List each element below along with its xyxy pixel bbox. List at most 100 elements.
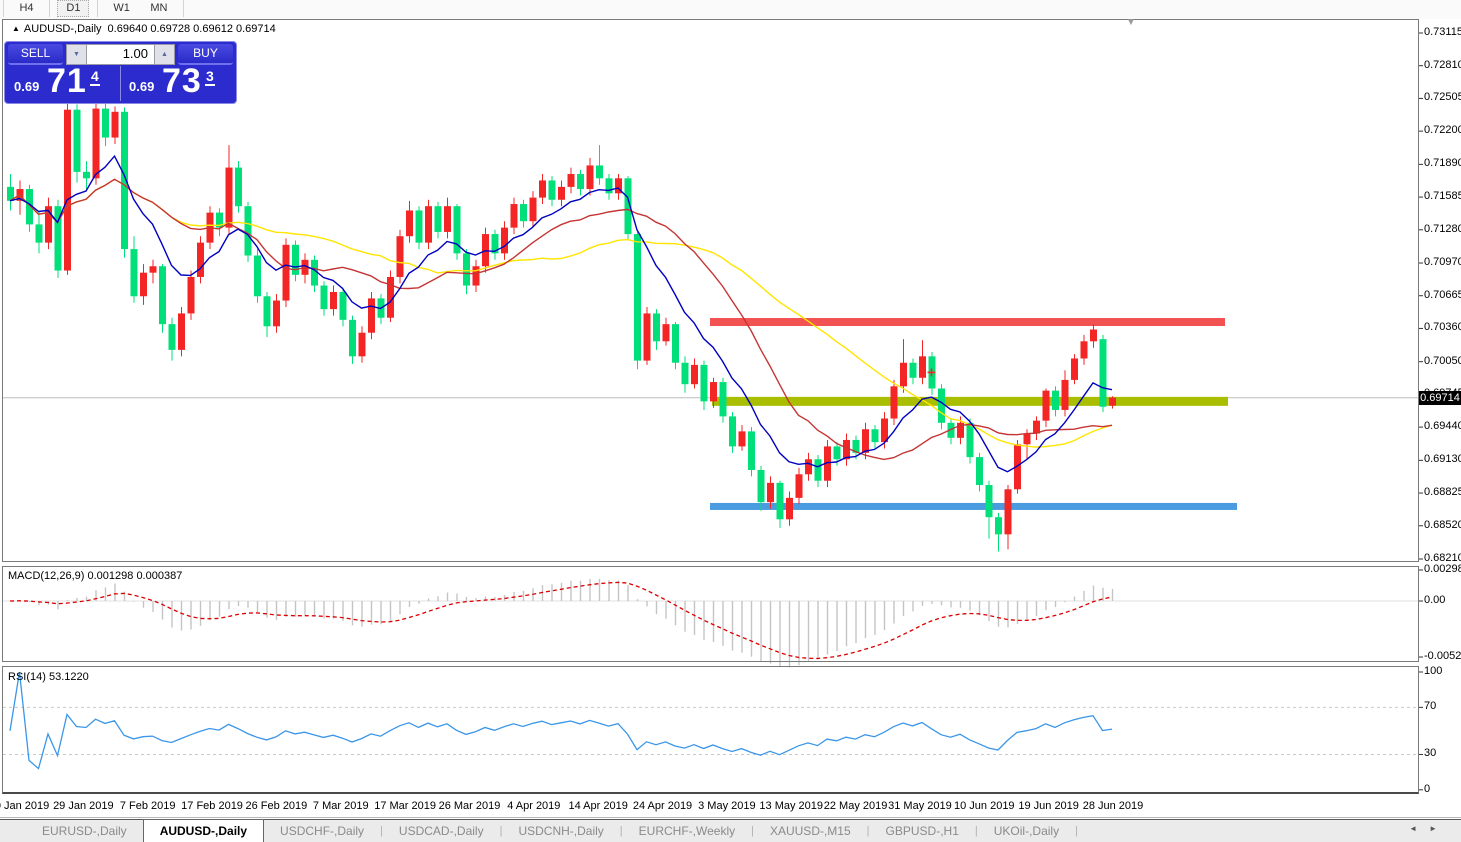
tab-separator: | <box>499 825 503 837</box>
price-axis-label: 0.72810 <box>1424 58 1461 71</box>
symbol-ohlc-values: 0.69640 0.69728 0.69612 0.69714 <box>107 23 276 35</box>
timeframe-d1-button[interactable]: D1 <box>57 0 90 17</box>
tab-scroll-left-icon[interactable]: ◄ <box>1409 824 1430 833</box>
symbol-marker-icon: ▲ <box>12 24 20 33</box>
date-axis-label: 29 Jan 2019 <box>53 800 114 812</box>
buy-price-display[interactable]: 0.69 73 3 <box>121 62 235 101</box>
price-axis-label: 0.71585 <box>1424 190 1461 203</box>
price-axis-label: 0.68210 <box>1424 551 1461 564</box>
macd-axis-label: -0.005256 <box>1424 650 1461 662</box>
macd-name: MACD(12,26,9) <box>8 570 85 582</box>
rsi-axis-label: 70 <box>1424 700 1437 713</box>
date-axis-label: 26 Feb 2019 <box>245 800 308 812</box>
price-axis-label: 0.68520 <box>1424 518 1461 531</box>
rsi-axis-label: 30 <box>1424 747 1437 760</box>
price-axis-label: 0.72505 <box>1424 91 1461 104</box>
volume-spinner: ▼ 1.00 ▲ <box>66 44 175 65</box>
date-axis-label: 24 Apr 2019 <box>632 800 693 812</box>
volume-increase-button[interactable]: ▲ <box>155 45 174 64</box>
price-axis-label: 0.70970 <box>1424 256 1461 269</box>
tab-separator: | <box>1075 825 1078 837</box>
chart-tab-eurchf-weekly[interactable]: EURCHF-,Weekly <box>638 824 736 838</box>
chart-tab-eurusd-daily[interactable]: EURUSD-,Daily <box>42 824 127 838</box>
date-axis-label: 14 Apr 2019 <box>568 800 628 812</box>
toolbar-separator <box>48 0 50 17</box>
buy-price-pip-digit: 3 <box>205 68 215 86</box>
sell-price-pip-digit: 4 <box>90 68 100 86</box>
buy-price-prefix: 0.69 <box>129 79 155 94</box>
price-chart-canvas[interactable] <box>0 0 1461 800</box>
date-axis-label: 10 Jun 2019 <box>954 800 1015 812</box>
sell-button[interactable]: SELL <box>8 44 63 65</box>
buy-price-big-digits: 73 <box>162 62 202 100</box>
macd-axis-label: 0.002984 <box>1424 563 1461 575</box>
chart-tab-audusd-daily[interactable]: AUDUSD-,Daily <box>142 819 265 842</box>
chart-tab-ukoil-daily[interactable]: UKOil-,Daily <box>993 824 1060 838</box>
rsi-label: RSI(14) 53.1220 <box>8 671 89 683</box>
rsi-name: RSI(14) <box>8 671 46 683</box>
date-axis-label: 22 May 2019 <box>823 800 888 812</box>
trade-panel-top-row: SELL ▼ 1.00 ▲ BUY <box>5 42 236 65</box>
chart-tab-xauusd-m15[interactable]: XAUUSD-,M15 <box>769 824 851 838</box>
date-axis-label: 26 Mar 2019 <box>438 800 501 812</box>
macd-axis-label: 0.00 <box>1424 594 1446 606</box>
tab-scroll-arrows[interactable]: ◄► <box>1409 824 1449 833</box>
volume-input[interactable]: 1.00 <box>86 45 155 64</box>
tab-separator: | <box>866 825 870 837</box>
price-axis-label: 0.69130 <box>1424 453 1461 466</box>
rsi-axis-label: 0 <box>1424 782 1431 795</box>
date-axis-label: 31 May 2019 <box>888 800 952 812</box>
timeframe-w1-button[interactable]: W1 <box>113 2 130 14</box>
price-axis-label: 0.71280 <box>1424 222 1461 235</box>
chart-tab-bar: EURUSD-,Daily AUDUSD-,Daily USDCHF-,Daily |… <box>0 819 1461 842</box>
date-axis-label: 13 May 2019 <box>759 800 824 812</box>
price-axis-label: 0.69440 <box>1424 420 1461 433</box>
toolbar-separator <box>3 0 4 17</box>
price-axis-label: 0.70360 <box>1424 321 1461 334</box>
chart-tab-gbpusd-h1[interactable]: GBPUSD-,H1 <box>885 824 959 838</box>
sell-price-big-digits: 71 <box>47 62 87 100</box>
tab-separator: | <box>974 825 978 837</box>
price-axis-label: 0.70665 <box>1424 288 1461 301</box>
toolbar-separator <box>96 0 98 17</box>
sell-price-prefix: 0.69 <box>14 79 40 94</box>
price-axis-label: 0.68825 <box>1424 486 1461 499</box>
date-axis-label: 7 Feb 2019 <box>119 800 176 812</box>
sell-price-display[interactable]: 0.69 71 4 <box>6 62 121 101</box>
price-axis-label: 0.71890 <box>1424 157 1461 170</box>
volume-decrease-button[interactable]: ▼ <box>67 45 86 64</box>
macd-label: MACD(12,26,9) 0.001298 0.000387 <box>8 570 182 582</box>
symbol-info-line: ▲ AUDUSD-,Daily 0.69640 0.69728 0.69612 0.… <box>12 23 276 35</box>
macd-main-value: 0.001298 <box>87 570 134 582</box>
date-axis-label: 19 Jun 2019 <box>1018 800 1079 812</box>
timeframe-mn-button[interactable]: MN <box>150 2 168 14</box>
date-axis-label: 17 Feb 2019 <box>181 800 243 812</box>
date-axis-label: 3 May 2019 <box>698 800 756 812</box>
price-axis-label: 0.72200 <box>1424 124 1461 137</box>
date-axis-label: 28 Jun 2019 <box>1082 800 1144 812</box>
tab-separator: | <box>751 825 754 837</box>
chart-tab-usdchf-daily[interactable]: USDCHF-,Daily <box>280 824 365 838</box>
date-axis-label: 7 Mar 2019 <box>312 800 369 812</box>
chart-tab-usdcad-daily[interactable]: USDCAD-,Daily <box>398 824 484 838</box>
price-axis-label: 0.73115 <box>1424 26 1461 38</box>
current-price-tag: 0.69714 <box>1419 390 1461 405</box>
one-click-trading-panel: SELL ▼ 1.00 ▲ BUY 0.69 71 4 0.69 73 3 <box>4 41 237 104</box>
status-divider <box>0 817 1461 818</box>
date-axis-label: 4 Apr 2019 <box>507 800 561 812</box>
chart-tab-usdcnh-daily[interactable]: USDCNH-,Daily <box>518 824 604 838</box>
chart-shift-marker-icon[interactable]: ▼ <box>1126 17 1136 28</box>
macd-signal-value: 0.000387 <box>136 570 183 582</box>
tab-separator: | <box>619 825 623 837</box>
timeframe-h4-button[interactable]: H4 <box>19 2 34 14</box>
symbol-name: AUDUSD-,Daily <box>23 23 102 35</box>
date-axis-label: 17 Mar 2019 <box>374 800 436 812</box>
timeframe-toolbar: H4 D1 W1 MN <box>0 0 1461 19</box>
tab-scroll-right-icon[interactable]: ► <box>1429 824 1449 833</box>
rsi-axis-label: 100 <box>1424 665 1443 677</box>
date-axis-label: 20 Jan 2019 <box>0 800 50 812</box>
buy-button[interactable]: BUY <box>178 44 233 65</box>
price-axis-label: 0.70050 <box>1424 354 1461 367</box>
